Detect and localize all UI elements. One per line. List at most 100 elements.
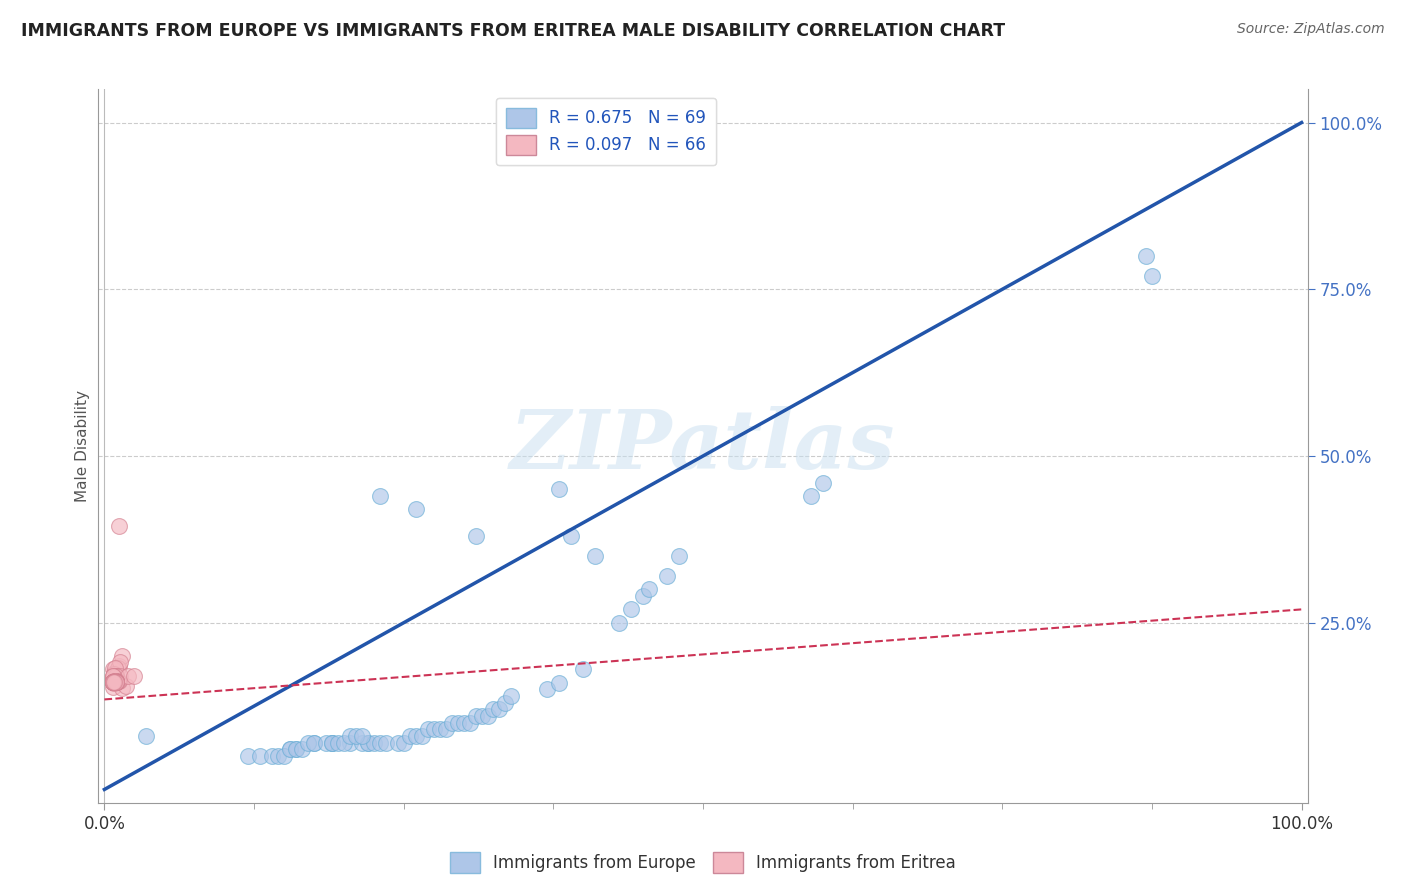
Point [357, 736, 380, 750]
Point [267, 749, 290, 764]
Point [501, 689, 523, 703]
Point [104, 674, 127, 689]
Text: ZIPatlas: ZIPatlas [510, 406, 896, 486]
Point [458, 715, 481, 730]
Point [103, 674, 125, 689]
Point [107, 674, 129, 689]
Point [278, 742, 301, 756]
Point [357, 736, 380, 750]
Point [464, 709, 486, 723]
Point [321, 736, 343, 750]
Point [668, 549, 690, 563]
Point [297, 736, 319, 750]
Point [103, 667, 125, 681]
Point [446, 715, 468, 730]
Point [321, 736, 343, 750]
Point [135, 729, 157, 743]
Point [103, 675, 125, 690]
Point [363, 736, 385, 750]
Point [583, 549, 606, 563]
Point [315, 736, 337, 750]
Point [101, 670, 124, 684]
Point [638, 582, 661, 597]
Point [321, 736, 343, 750]
Point [105, 674, 128, 689]
Point [101, 669, 124, 683]
Point [105, 675, 128, 690]
Text: Source: ZipAtlas.com: Source: ZipAtlas.com [1237, 22, 1385, 37]
Point [1135, 249, 1157, 263]
Point [103, 674, 125, 689]
Point [326, 736, 349, 750]
Point [105, 669, 128, 683]
Point [273, 749, 295, 764]
Point [548, 675, 571, 690]
Point [339, 729, 361, 743]
Point [104, 675, 127, 690]
Point [101, 675, 124, 690]
Point [101, 662, 124, 676]
Point [104, 674, 127, 689]
Point [291, 742, 314, 756]
Text: IMMIGRANTS FROM EUROPE VS IMMIGRANTS FROM ERITREA MALE DISABILITY CORRELATION CH: IMMIGRANTS FROM EUROPE VS IMMIGRANTS FRO… [21, 22, 1005, 40]
Point [111, 681, 134, 695]
Point [278, 742, 301, 756]
Point [105, 675, 128, 690]
Point [249, 749, 271, 764]
Point [105, 669, 128, 683]
Point [560, 529, 582, 543]
Point [108, 655, 131, 669]
Point [392, 736, 415, 750]
Point [101, 675, 124, 690]
Point [374, 736, 396, 750]
Point [104, 675, 127, 690]
Point [339, 736, 361, 750]
Point [105, 669, 128, 683]
Point [453, 715, 475, 730]
Point [398, 729, 420, 743]
Point [429, 723, 451, 737]
Point [105, 674, 128, 689]
Point [302, 736, 325, 750]
Point [536, 682, 558, 697]
Point [368, 489, 391, 503]
Point [117, 669, 139, 683]
Point [236, 749, 259, 764]
Point [434, 723, 457, 737]
Point [101, 675, 124, 690]
Point [105, 675, 128, 690]
Point [104, 673, 127, 687]
Point [655, 569, 678, 583]
Point [105, 675, 128, 690]
Point [103, 667, 125, 681]
Point [105, 673, 128, 688]
Point [104, 675, 127, 690]
Point [416, 723, 439, 737]
Point [411, 729, 433, 743]
Point [477, 709, 499, 723]
Point [620, 602, 643, 616]
Point [108, 669, 131, 683]
Point [104, 675, 127, 690]
Point [101, 681, 124, 695]
Point [101, 675, 124, 690]
Point [488, 702, 510, 716]
Point [103, 675, 125, 690]
Point [350, 729, 373, 743]
Point [811, 475, 834, 490]
Point [350, 736, 373, 750]
Point [101, 669, 124, 683]
Point [405, 502, 427, 516]
Point [368, 736, 391, 750]
Point [107, 661, 129, 675]
Point [103, 675, 125, 690]
Point [104, 675, 127, 690]
Point [103, 674, 125, 689]
Point [105, 675, 128, 690]
Point [107, 659, 129, 673]
Point [104, 675, 127, 690]
Point [111, 649, 134, 664]
Point [464, 529, 486, 543]
Point [482, 702, 505, 716]
Point [572, 662, 595, 676]
